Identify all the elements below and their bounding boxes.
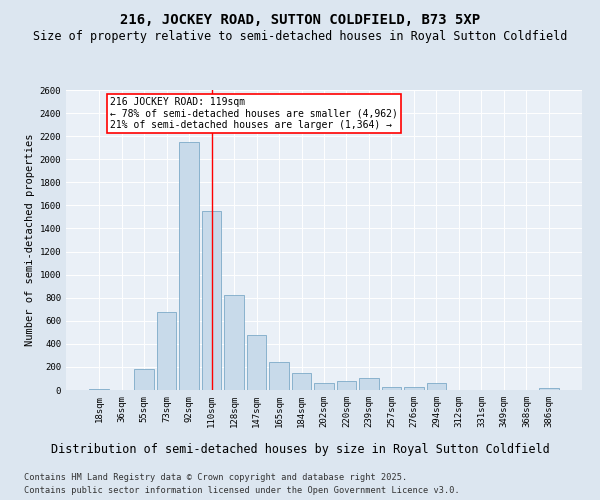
Text: Distribution of semi-detached houses by size in Royal Sutton Coldfield: Distribution of semi-detached houses by … xyxy=(50,442,550,456)
Bar xyxy=(89,389,109,390)
Bar xyxy=(202,211,221,390)
Bar xyxy=(539,388,559,390)
Bar xyxy=(157,312,176,390)
Text: Size of property relative to semi-detached houses in Royal Sutton Coldfield: Size of property relative to semi-detach… xyxy=(33,30,567,43)
Bar xyxy=(292,372,311,390)
Bar xyxy=(427,383,446,390)
Bar xyxy=(337,381,356,390)
Bar xyxy=(314,383,334,390)
Text: Contains public sector information licensed under the Open Government Licence v3: Contains public sector information licen… xyxy=(24,486,460,495)
Bar xyxy=(359,378,379,390)
Bar xyxy=(247,334,266,390)
Bar xyxy=(404,386,424,390)
Bar xyxy=(382,386,401,390)
Bar xyxy=(179,142,199,390)
Text: 216, JOCKEY ROAD, SUTTON COLDFIELD, B73 5XP: 216, JOCKEY ROAD, SUTTON COLDFIELD, B73 … xyxy=(120,12,480,26)
Text: Contains HM Land Registry data © Crown copyright and database right 2025.: Contains HM Land Registry data © Crown c… xyxy=(24,472,407,482)
Bar xyxy=(269,362,289,390)
Bar xyxy=(224,296,244,390)
Text: 216 JOCKEY ROAD: 119sqm
← 78% of semi-detached houses are smaller (4,962)
21% of: 216 JOCKEY ROAD: 119sqm ← 78% of semi-de… xyxy=(110,97,398,130)
Bar xyxy=(134,369,154,390)
Y-axis label: Number of semi-detached properties: Number of semi-detached properties xyxy=(25,134,35,346)
